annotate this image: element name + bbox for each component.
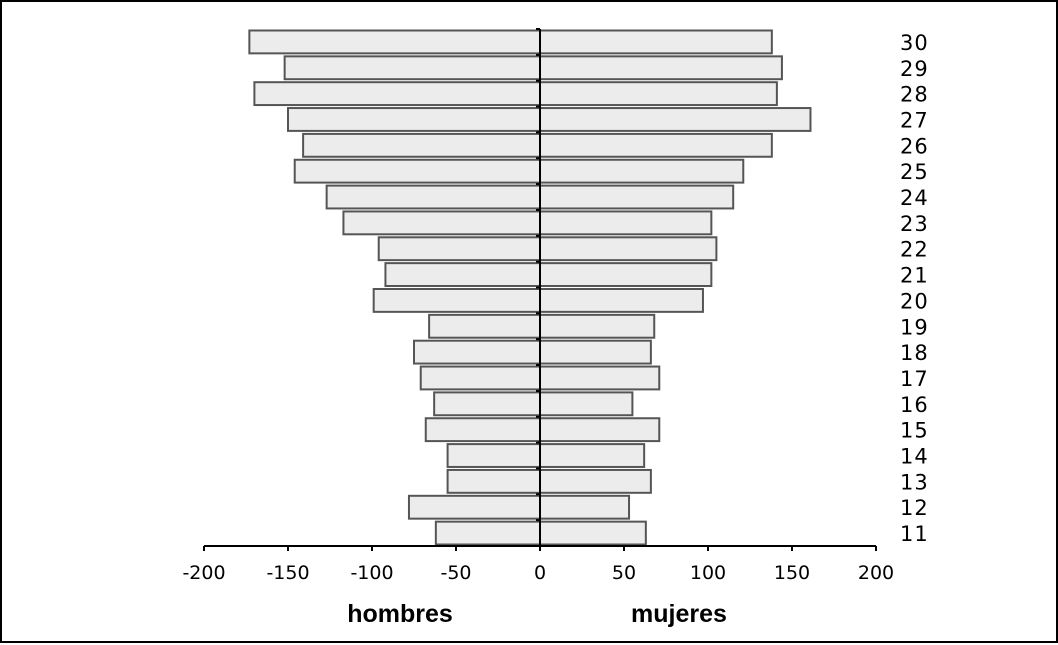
age-label: 20 <box>900 289 929 313</box>
bar-hombres-26 <box>302 132 541 158</box>
bars-hombres <box>248 29 542 546</box>
age-label: 22 <box>900 238 929 262</box>
bar-mujeres-16 <box>539 391 634 417</box>
age-label: 11 <box>900 522 929 546</box>
x-tick-label: -200 <box>182 562 225 584</box>
bar-hombres-11 <box>434 520 541 546</box>
bar-hombres-22 <box>377 236 541 262</box>
x-tick-labels: -200 -150 -100 -50 0 50 100 150 200 <box>182 562 894 584</box>
bar-mujeres-21 <box>539 262 713 287</box>
bar-hombres-17 <box>419 365 541 391</box>
bar-hombres-12 <box>407 494 541 520</box>
bar-mujeres-22 <box>539 236 718 262</box>
age-label: 28 <box>900 83 929 107</box>
bar-hombres-23 <box>342 210 541 236</box>
bar-hombres-14 <box>446 443 542 468</box>
bar-mujeres-25 <box>539 158 745 184</box>
bar-hombres-21 <box>384 262 541 287</box>
age-label: 23 <box>900 212 929 236</box>
bar-hombres-27 <box>287 107 541 132</box>
age-label: 24 <box>900 186 929 210</box>
bar-mujeres-26 <box>539 132 773 158</box>
bar-hombres-13 <box>446 468 542 494</box>
bar-hombres-16 <box>433 391 541 417</box>
bar-hombres-15 <box>424 417 542 443</box>
x-tick-label: 150 <box>774 562 810 584</box>
age-label: 27 <box>900 108 929 132</box>
x-tick-label: -100 <box>350 562 393 584</box>
bar-hombres-19 <box>428 313 541 339</box>
bar-hombres-25 <box>293 158 541 184</box>
age-label: 17 <box>900 367 929 391</box>
age-label: 26 <box>900 134 929 158</box>
bar-hombres-29 <box>283 55 542 81</box>
x-tick-label: 200 <box>858 562 894 584</box>
bar-mujeres-14 <box>539 443 646 468</box>
x-tick-label: -150 <box>266 562 309 584</box>
bar-mujeres-15 <box>539 417 661 443</box>
bar-mujeres-17 <box>539 365 661 391</box>
age-label: 19 <box>900 315 929 339</box>
age-label: 16 <box>900 393 929 417</box>
age-label: 29 <box>900 57 929 81</box>
bar-hombres-18 <box>413 339 541 365</box>
bar-hombres-24 <box>325 184 542 210</box>
bar-mujeres-23 <box>539 210 713 236</box>
bar-mujeres-30 <box>539 29 773 55</box>
xlabel-hombres: hombres <box>347 600 453 628</box>
bar-mujeres-12 <box>539 494 631 520</box>
bar-mujeres-18 <box>539 339 652 365</box>
bar-hombres-30 <box>248 29 542 55</box>
bar-hombres-28 <box>253 81 541 107</box>
age-label: 30 <box>900 31 929 55</box>
age-label: 25 <box>900 160 929 184</box>
bar-mujeres-27 <box>539 107 812 132</box>
axes <box>203 28 877 551</box>
age-label: 14 <box>900 445 929 469</box>
x-tick-label: 100 <box>690 562 726 584</box>
age-label: 15 <box>900 419 929 443</box>
xlabel-mujeres: mujeres <box>631 600 727 628</box>
bar-mujeres-11 <box>539 520 647 546</box>
bar-mujeres-20 <box>539 288 704 313</box>
x-tick-label: -50 <box>440 562 471 584</box>
bar-mujeres-28 <box>539 81 778 107</box>
bar-mujeres-19 <box>539 313 656 339</box>
bar-mujeres-29 <box>539 55 783 81</box>
bar-mujeres-24 <box>539 184 735 210</box>
age-label: 21 <box>900 264 929 288</box>
age-label: 18 <box>900 341 929 365</box>
bar-mujeres-13 <box>539 468 652 494</box>
age-label: 12 <box>900 496 929 520</box>
bar-hombres-20 <box>372 288 541 313</box>
age-label: 13 <box>900 470 929 494</box>
x-tick-label: 0 <box>534 562 546 584</box>
x-tick-label: 50 <box>612 562 636 584</box>
bars-mujeres <box>539 29 812 546</box>
